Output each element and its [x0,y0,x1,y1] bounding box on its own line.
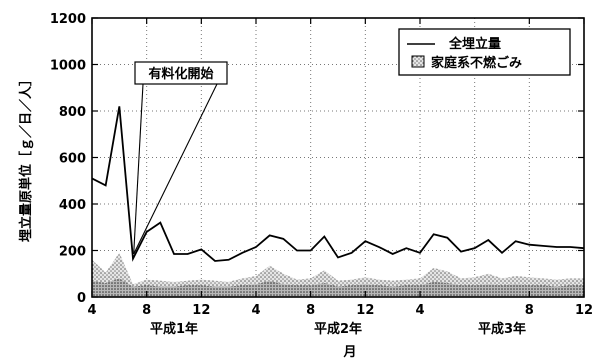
x-tick-label: 12 [356,303,374,318]
annotation-text: 有料化開始 [148,66,213,82]
legend-area-swatch [411,55,425,68]
y-tick-label: 800 [59,105,86,120]
y-tick-label: 1000 [50,59,86,74]
y-tick-label: 0 [77,291,86,306]
period-label: 平成1年 [150,321,198,337]
legend-box [398,28,571,76]
annotation-leader-left [133,83,144,255]
x-tick-label: 4 [415,303,424,318]
y-tick-label: 200 [59,245,86,260]
legend-label-household: 家庭系不燃ごみ [431,55,522,71]
annotation-box [134,61,228,85]
y-axis-title: 埋立量原単位［ｇ／日／人］ [18,73,34,242]
y-tick-label: 600 [59,152,86,167]
period-label: 平成2年 [314,321,362,337]
x-tick-label: 4 [251,303,260,318]
labels: 0 200 400 600 800 1000 1200 4 8 12 4 8 12 4 8 12 平成1年 平成2… [18,12,593,360]
series-line-total [91,106,585,262]
areas [92,252,584,297]
annotation: 有料化開始 [133,61,228,255]
x-tick-label: 4 [87,303,96,318]
x-axis-title: 月 [342,345,356,360]
annotation-leader-right [133,83,218,255]
x-tick-label: 8 [306,303,315,318]
y-tick-label: 400 [59,198,86,213]
x-tick-label: 12 [575,303,593,318]
lines [91,106,585,262]
y-tick-label: 1200 [50,12,86,27]
x-tick-label: 8 [525,303,534,318]
plot-frame [91,17,585,298]
x-tick-label: 8 [142,303,151,318]
period-label: 平成3年 [478,321,526,337]
axes [91,17,585,298]
x-tick-label: 12 [192,303,210,318]
series-area-base [92,278,584,297]
legend-label-total: 全埋立量 [448,36,501,52]
